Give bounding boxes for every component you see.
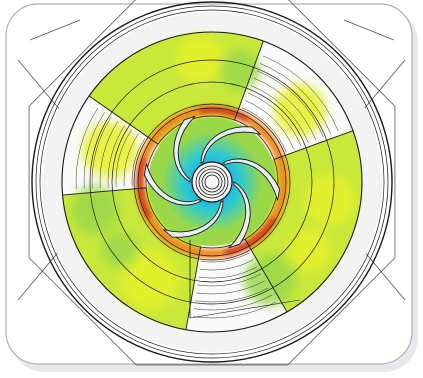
hub (191, 161, 233, 203)
channel-hatch-2-6 (83, 112, 105, 189)
vane-ring-1 (89, 59, 335, 305)
channel-hatch-2-3 (107, 125, 125, 188)
field-variation (71, 36, 356, 310)
diffuser-vanes (61, 31, 363, 333)
casing-bracket-5 (343, 19, 395, 41)
hub-ring-4 (204, 174, 220, 190)
vane-divider-0 (234, 40, 264, 121)
casing-ring-0 (31, 1, 393, 363)
casing-bracket-3 (362, 249, 406, 301)
guide-line-2 (189, 299, 301, 319)
casing-ring-1 (35, 5, 389, 359)
channel-hatch-2-2 (115, 129, 132, 188)
casing-bracket-2 (362, 59, 406, 111)
casing-octagon (28, 0, 396, 366)
vane-ring-4 (137, 107, 287, 257)
casing-bracket-0 (17, 59, 61, 111)
channel-hatch-0-5 (256, 70, 324, 138)
channel-hatch-2-5 (91, 116, 112, 189)
impeller (143, 115, 281, 249)
casing-bracket-1 (17, 249, 61, 301)
vane-divider-5 (88, 95, 159, 145)
channel-hatch-1-2 (198, 266, 258, 279)
hub-ring-3 (201, 171, 223, 193)
vane-divider-3 (185, 246, 201, 330)
channel-hatch-1-4 (196, 280, 265, 295)
channel-hatch-2-1 (123, 133, 139, 187)
channel-hatch-0-2 (247, 92, 302, 147)
channel-hatch-1-5 (195, 287, 269, 303)
channel-hatch-1-6 (194, 294, 273, 311)
channel-hatch-1-3 (197, 273, 261, 287)
impeller-blade-4 (200, 126, 261, 164)
channel-hatch-0-1 (244, 100, 294, 150)
vane-ring-2 (111, 81, 313, 283)
impeller-blade-2 (143, 163, 202, 206)
casing-ring-2 (39, 9, 385, 355)
channel-hatch-1-0 (200, 252, 250, 263)
channel-hatch-0-3 (250, 85, 309, 144)
channel-hatch-2-4 (99, 120, 119, 188)
vane-ring-0 (61, 31, 363, 333)
vane-ring-5 (145, 115, 279, 249)
channel-hatch-2-0 (131, 138, 146, 187)
vane-ring-3 (133, 103, 291, 261)
hub-ring-1 (195, 165, 229, 199)
channel-hatch-1-1 (199, 259, 254, 271)
vane-divider-2 (244, 238, 288, 313)
hot-ring (135, 105, 289, 259)
channel-hatch-0-7 (262, 55, 339, 132)
channel-hatch-0-4 (253, 77, 317, 141)
vane-divider-4 (62, 187, 147, 196)
impeller-blade-5 (222, 158, 281, 201)
casing-bracket-4 (29, 19, 81, 41)
impeller-blade-1 (163, 200, 224, 238)
channel-hatch-0-0 (241, 107, 287, 153)
impeller-blade-3 (173, 115, 196, 183)
hub-ring-2 (198, 168, 226, 196)
channel-hatch-0-6 (259, 63, 331, 135)
vane-divider-1 (273, 130, 354, 160)
hub-ring-0 (191, 161, 233, 203)
impeller-blade-0 (228, 181, 251, 249)
